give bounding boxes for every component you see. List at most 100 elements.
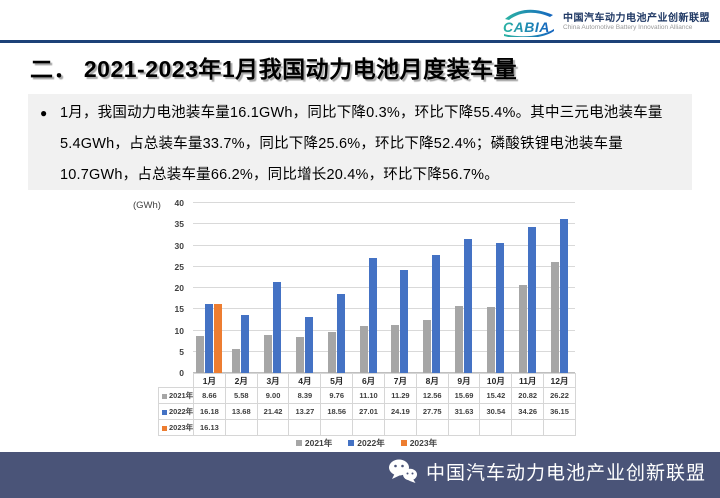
month-header-cell: 2月 <box>224 373 258 388</box>
x-axis-line <box>193 372 575 373</box>
y-axis-tick-label: 15 <box>174 304 184 315</box>
value-cell <box>447 419 481 436</box>
value-cell: 11.10 <box>352 387 385 404</box>
bar-2021年-5月 <box>327 331 336 373</box>
org-name-en: China Automotive Battery Innovation Alli… <box>563 24 693 32</box>
bar-2022年-9月 <box>464 238 473 373</box>
gridline <box>193 265 575 267</box>
y-axis-tick-label: 5 <box>179 346 184 357</box>
series-swatch-icon <box>162 425 167 431</box>
value-cell: 15.42 <box>479 387 513 404</box>
value-cell <box>543 419 576 436</box>
month-header-cell: 6月 <box>352 373 385 388</box>
value-cell: 21.42 <box>256 403 290 420</box>
value-cell: 31.63 <box>447 403 481 420</box>
y-axis-tick-label: 25 <box>174 261 184 272</box>
bar-group-7月 <box>384 203 416 373</box>
y-axis-tick-label: 40 <box>174 198 184 208</box>
bar-2022年-8月 <box>432 255 441 373</box>
bar-group-12月 <box>543 203 575 373</box>
bar-group-8月 <box>416 203 448 373</box>
bar-2021年-10月 <box>486 307 495 373</box>
bar-2021年-9月 <box>455 306 464 373</box>
bar-2022年-2月 <box>241 314 250 373</box>
org-name-cn: 中国汽车动力电池产业创新联盟 <box>563 12 710 24</box>
bar-2022年-3月 <box>273 281 282 373</box>
month-header-cell: 12月 <box>543 373 576 388</box>
gridline <box>193 223 575 225</box>
y-axis-tick-label: 20 <box>174 283 184 293</box>
value-cell: 16.13 <box>193 419 226 436</box>
value-cell: 18.56 <box>320 403 354 420</box>
org-names: 中国汽车动力电池产业创新联盟 China Automotive Battery … <box>563 13 710 32</box>
gridline <box>193 350 575 352</box>
value-cell: 20.82 <box>511 387 545 404</box>
bar-group-2月 <box>225 203 257 373</box>
value-cell <box>415 419 449 436</box>
bar-2022年-11月 <box>527 227 536 373</box>
value-cell: 27.01 <box>352 403 385 420</box>
footer-org-name: 中国汽车动力电池产业创新联盟 <box>425 462 706 484</box>
table-corner-cell <box>159 374 194 388</box>
value-cell <box>511 419 545 436</box>
series-key-cell: 2023年 <box>158 419 194 436</box>
value-cell <box>320 419 354 436</box>
bar-2022年-1月 <box>204 304 213 373</box>
bar-2021年-8月 <box>423 319 432 373</box>
month-header-cell: 11月 <box>511 373 545 388</box>
bar-2022年-5月 <box>336 294 345 373</box>
summary-box: ● 1月，我国动力电池装车量16.1GWh，同比下降0.3%，环比下降55.4%… <box>28 94 692 190</box>
bar-2022年-6月 <box>368 258 377 373</box>
y-axis: 0 5 10 15 20 25 30 35 40 <box>158 198 188 378</box>
gridline <box>193 329 575 331</box>
y-axis-tick-label: 10 <box>174 325 184 336</box>
value-cell: 30.54 <box>479 403 513 420</box>
page-title: 二． 2021-2023年1月我国动力电池月度装车量 <box>30 56 518 82</box>
summary-text: 1月，我国动力电池装车量16.1GWh，同比下降0.3%，环比下降55.4%。其… <box>60 105 663 183</box>
value-cell: 27.75 <box>415 403 449 420</box>
chart-legend: 2021年 2022年 2023年 <box>158 437 575 449</box>
y-axis-tick-label: 30 <box>174 240 184 251</box>
value-cell: 11.29 <box>383 387 417 404</box>
y-axis-unit-label: (GWh) <box>133 200 161 211</box>
bar-chart-plot-area <box>193 202 575 373</box>
value-cell <box>479 419 513 436</box>
value-cell: 5.58 <box>224 387 258 404</box>
value-cell: 12.56 <box>415 387 449 404</box>
bar-group-3月 <box>257 203 289 373</box>
value-cell <box>224 419 258 436</box>
legend-item-2023年: 2023年 <box>400 437 437 449</box>
series-swatch-icon <box>162 409 167 415</box>
bar-2023年-1月 <box>213 304 222 373</box>
value-cell <box>256 419 290 436</box>
bar-2021年-2月 <box>232 349 241 373</box>
svg-text:CABIA: CABIA <box>503 19 550 35</box>
gridline <box>193 202 575 203</box>
bar-group-11月 <box>511 203 543 373</box>
value-cell <box>352 419 385 436</box>
header-divider <box>0 40 720 43</box>
legend-item-2021年: 2021年 <box>295 437 332 449</box>
month-header-cell: 3月 <box>256 373 290 388</box>
value-cell: 8.66 <box>193 387 226 404</box>
y-axis-tick-label: 35 <box>174 219 184 230</box>
bars <box>193 203 575 373</box>
gridline <box>193 244 575 246</box>
legend-label: 2022年 <box>357 438 385 448</box>
value-cell <box>288 419 322 436</box>
month-header-cell: 1月 <box>193 373 226 388</box>
bar-2021年-1月 <box>195 336 204 373</box>
bar-2021年-4月 <box>295 337 304 373</box>
value-cell: 24.19 <box>383 403 417 420</box>
value-cell: 34.26 <box>511 403 545 420</box>
value-cell: 13.68 <box>224 403 258 420</box>
bar-2021年-7月 <box>391 325 400 373</box>
chart-data-table: 1月 2月 3月 4月 5月 6月 7月 8月 9月 10月 11月 12月 2021年 8.66 5.58… <box>158 373 576 436</box>
bar-2021年-11月 <box>518 284 527 373</box>
series-swatch-icon <box>162 393 167 399</box>
bar-2022年-7月 <box>400 270 409 373</box>
value-cell: 36.15 <box>543 403 576 420</box>
month-header-cell: 8月 <box>415 373 449 388</box>
month-header-cell: 4月 <box>288 373 322 388</box>
